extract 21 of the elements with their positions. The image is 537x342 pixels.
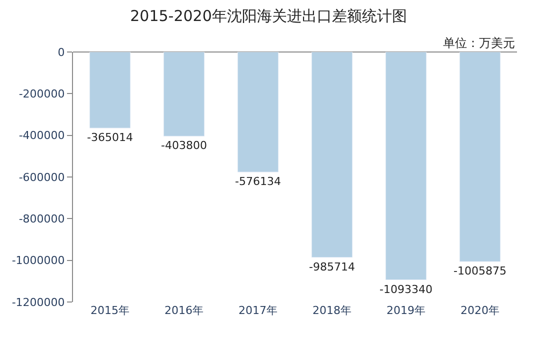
y-tick-label: -1000000 <box>12 254 65 268</box>
x-tick-label: 2018年 <box>312 304 352 317</box>
data-label: -365014 <box>87 131 133 144</box>
chart-title: 2015-2020年沈阳海关进出口差额统计图 <box>130 6 407 25</box>
data-label: -1005875 <box>454 264 506 278</box>
y-tick-label: -200000 <box>18 88 65 101</box>
x-tick-label: 2016年 <box>164 304 204 317</box>
data-label: -576134 <box>235 175 281 188</box>
x-tick-label: 2019年 <box>386 304 426 317</box>
x-tick-label: 2017年 <box>238 304 278 317</box>
text: 单位：万美元 <box>443 36 515 50</box>
y-tick-label: 0 <box>58 46 65 59</box>
y-tick-label: -1200000 <box>12 296 65 309</box>
data-label: -985714 <box>309 260 355 274</box>
x-tick-label: 2020年 <box>460 304 500 317</box>
data-label: -403800 <box>161 139 207 152</box>
y-tick-label: -400000 <box>18 129 65 142</box>
x-tick-label: 2015年 <box>90 304 130 317</box>
data-label: -1093340 <box>380 282 432 296</box>
y-tick-label: -600000 <box>18 170 65 184</box>
y-tick-label: -800000 <box>18 212 65 226</box>
